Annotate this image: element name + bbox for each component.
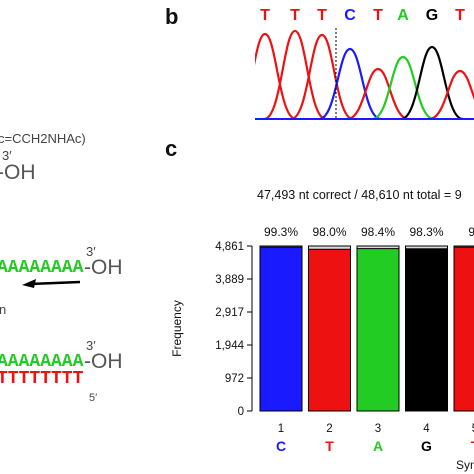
percent-label-4: 98.3% [409,225,443,239]
arrow-shaft [29,280,81,286]
bar-correct-1 [259,246,303,412]
modification-label: c=CCH2NHAc) [0,131,86,146]
y-tick-label-2: 1,944 [215,340,244,352]
trace-peak-2 [263,29,327,121]
base-call-4: C [344,7,356,24]
frequency-bar-chart: 0 972 1,944 2,917 3,889 4,861 Frequency 99.3% 1 C… [170,225,474,472]
base-call-6: A [397,7,409,24]
top-three-prime-label: 3′ [2,148,12,163]
position-label-1: 1 [278,423,284,435]
base-call-1: T [260,7,270,24]
accuracy-summary: 47,493 nt correct / 48,610 nt total = 9 [257,188,462,202]
trace-peak-8 [428,69,474,121]
position-label-5: 5 [472,423,474,435]
position-label-2: 2 [326,423,332,435]
complement-sequence: TTTTTTTT [0,369,84,389]
strand1-sequence: AAAAAAAA [0,258,84,278]
base-label-1: C [276,438,286,454]
trace-peak-7 [400,45,464,121]
panel-b-label: b [165,4,179,29]
y-tick-label-4: 3,889 [215,274,244,286]
base-call-2: T [290,7,300,24]
base-label-5: T [471,438,474,454]
base-call-3: T [317,7,327,24]
base-call-5: T [373,7,383,24]
trace-peak-1 [255,32,297,121]
top-hydroxyl-label: -OH [0,161,36,184]
position-label-4: 4 [423,423,430,435]
strand2-hydroxyl-label: -OH [84,350,123,373]
arrow-head [22,279,36,288]
fragment-n-label: n [0,302,7,317]
percent-label-2: 98.0% [312,225,346,239]
strand1-three-prime-label: 3′ [86,244,96,259]
trace-peak-5 [346,67,410,121]
percent-label-5: 99 [468,225,474,239]
y-axis-label: Frequency [170,300,184,357]
y-tick-label-0: 0 [238,406,244,418]
bar-correct-3 [356,248,400,412]
bar-correct-4 [405,248,448,412]
trace-peak-6 [371,55,435,121]
strand2-three-prime-label: 3′ [86,338,96,353]
base-call-7: G [426,7,438,24]
five-prime-label: 5′ [89,392,98,404]
base-label-2: T [325,438,334,454]
bar-correct-5 [453,246,474,412]
x-axis-label-partial: Syn [456,458,474,472]
base-label-4: G [421,438,432,454]
y-tick-label-5: 4,861 [215,241,244,253]
y-tick-label-1: 972 [225,373,244,385]
extension-arrow [22,279,81,288]
trace-peak-3 [290,33,354,121]
position-label-3: 3 [375,423,381,435]
strand2-sequence: AAAAAAAA [0,352,84,372]
chromatogram-traces [255,29,474,121]
y-tick-label-3: 2,917 [215,307,244,319]
bar-correct-2 [308,248,351,412]
percent-label-3: 98.4% [361,225,395,239]
base-call-8: T [455,7,465,24]
trace-peak-4 [318,47,382,121]
panel-c-label: c [165,136,178,161]
strand1-hydroxyl-label: -OH [84,256,123,279]
base-label-3: A [373,438,383,454]
percent-label-1: 99.3% [264,225,298,239]
